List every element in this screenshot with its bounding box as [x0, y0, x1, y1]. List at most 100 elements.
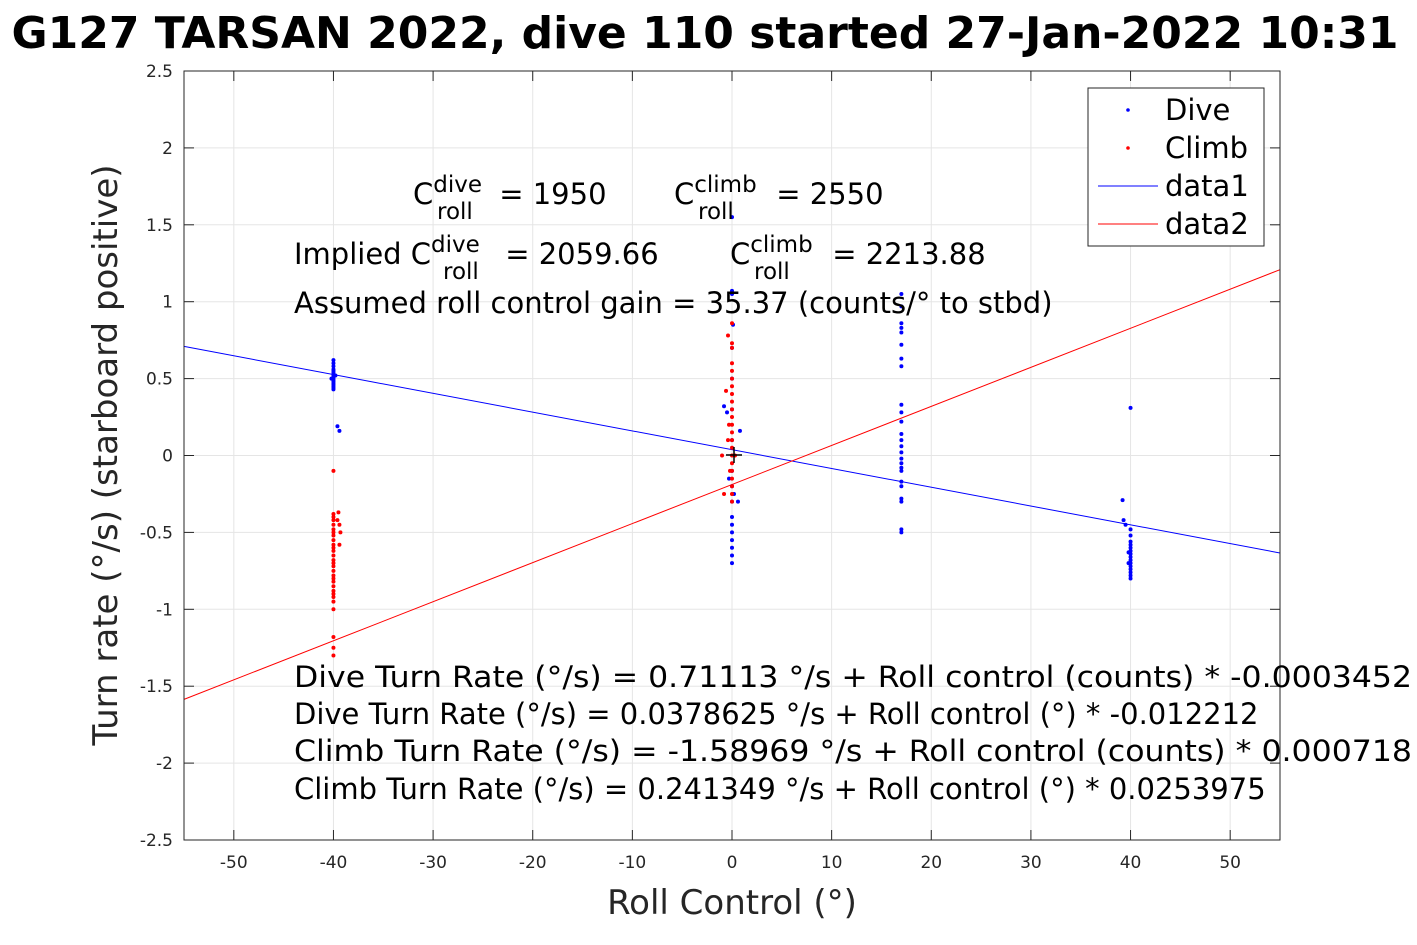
dive-point	[1128, 527, 1133, 532]
dive-point	[1120, 498, 1125, 503]
climb-point	[722, 491, 727, 496]
climb-point	[730, 438, 734, 443]
x-axis-label: Roll Control (°)	[607, 883, 857, 923]
dive-point	[730, 561, 734, 566]
annotation-c-roll-dive: Cdive roll = 1950	[413, 172, 607, 225]
dive-point	[899, 431, 904, 436]
climb-point	[331, 607, 336, 612]
dive-point	[727, 476, 732, 481]
legend: Dive Climb data1 data2	[1087, 87, 1265, 247]
climb-point	[730, 415, 734, 420]
climb-point	[730, 461, 734, 466]
dive-point	[1128, 564, 1133, 569]
climb-point	[730, 345, 734, 350]
x-tick-label: 20	[920, 853, 942, 873]
dive-point	[899, 438, 904, 443]
dive-point	[899, 292, 904, 297]
legend-dive-label: Dive	[1165, 93, 1230, 127]
climb-point	[724, 388, 729, 393]
climb-point	[730, 499, 734, 504]
dive-point	[735, 499, 740, 504]
dive-point	[899, 479, 904, 484]
dive-point	[1128, 542, 1133, 547]
x-tick-label: 30	[1020, 853, 1042, 873]
dive-point	[1128, 558, 1133, 563]
annotation-gain: Assumed roll control gain = 35.37 (count…	[294, 286, 1053, 320]
climb-point	[331, 594, 336, 599]
climb-point	[728, 468, 733, 473]
climb-point	[730, 361, 734, 366]
dive-point	[1123, 522, 1128, 527]
climb-point	[720, 453, 725, 458]
dive-point	[1128, 573, 1133, 578]
dive-point	[730, 288, 734, 293]
legend-box	[1087, 87, 1265, 247]
climb-point	[730, 484, 734, 489]
x-tick-label: 40	[1120, 853, 1142, 873]
x-tick-label: -20	[519, 853, 547, 873]
dive-point	[329, 376, 334, 381]
dive-point	[899, 468, 904, 473]
annotations: Cdive roll = 1950 Cclimb roll = 2550 Impli…	[294, 172, 1412, 806]
chart-title: G127 TARSAN 2022, dive 110 started 27-Ja…	[11, 8, 1398, 59]
dive-point	[730, 530, 734, 535]
y-tick-label: 0	[162, 447, 173, 467]
dive-point	[730, 515, 734, 520]
climb-point	[331, 542, 336, 547]
y-axis-label: Turn rate (°/s) (starboard positive)	[86, 164, 126, 746]
climb-point	[331, 515, 336, 520]
legend-climb-label: Climb	[1165, 131, 1248, 165]
dive-point	[899, 465, 904, 470]
legend-data1-label: data1	[1165, 169, 1249, 203]
climb-point	[335, 518, 340, 523]
dive-point	[899, 342, 904, 347]
legend-climb-marker	[1126, 146, 1130, 150]
x-tick-label: -40	[320, 853, 348, 873]
dive-point	[899, 456, 904, 461]
dive-point	[730, 215, 734, 220]
annotation-implied-dive: Implied Cdive roll = 2059.66	[294, 232, 659, 285]
dive-point	[335, 424, 340, 429]
climb-point	[337, 542, 342, 547]
climb-point	[331, 548, 336, 553]
climb-point	[338, 530, 343, 535]
climb-point	[331, 579, 336, 584]
dive-point	[899, 364, 904, 369]
dive-point	[1128, 545, 1133, 550]
y-tick-label: -0.5	[140, 523, 173, 543]
climb-point	[730, 376, 734, 381]
climb-point	[730, 368, 734, 373]
climb-point	[730, 341, 734, 346]
climb-point	[331, 564, 336, 569]
legend-dive-marker	[1126, 108, 1130, 112]
dive-point	[1128, 576, 1133, 581]
dive-point	[1126, 550, 1131, 555]
data-points	[329, 215, 1133, 658]
y-tick-label: -1.5	[140, 677, 173, 697]
climb-point	[726, 333, 731, 338]
y-tick-label: -2	[156, 754, 173, 774]
climb-point	[730, 422, 734, 427]
y-ticks: 2.5 2 1.5 1 0.5 0 -0.5 -1 -1.5 -2 -2.5	[140, 62, 1280, 851]
y-tick-label: 2.5	[146, 62, 173, 82]
annotation-c-roll-climb: Cclimb roll = 2550	[674, 172, 884, 225]
annotation-eq1: Dive Turn Rate (°/s) = 0.71113 °/s + Rol…	[294, 660, 1412, 694]
climb-point	[331, 561, 336, 566]
climb-point	[331, 538, 336, 543]
dive-point	[1128, 555, 1133, 560]
legend-data2-label: data2	[1165, 207, 1249, 241]
climb-point	[730, 399, 734, 404]
dive-point	[1128, 533, 1133, 538]
x-tick-label: 50	[1219, 853, 1241, 873]
dive-point	[331, 358, 336, 363]
dive-point	[899, 530, 904, 535]
climb-point	[331, 522, 336, 527]
dive-point	[331, 387, 336, 392]
y-tick-label: 2	[162, 139, 173, 159]
annotation-eq3: Climb Turn Rate (°/s) = -1.58969 °/s + R…	[294, 734, 1412, 768]
dive-point	[899, 484, 904, 489]
dive-point	[730, 545, 734, 550]
y-tick-label: -2.5	[140, 831, 173, 851]
x-tick-label: 0	[727, 853, 738, 873]
